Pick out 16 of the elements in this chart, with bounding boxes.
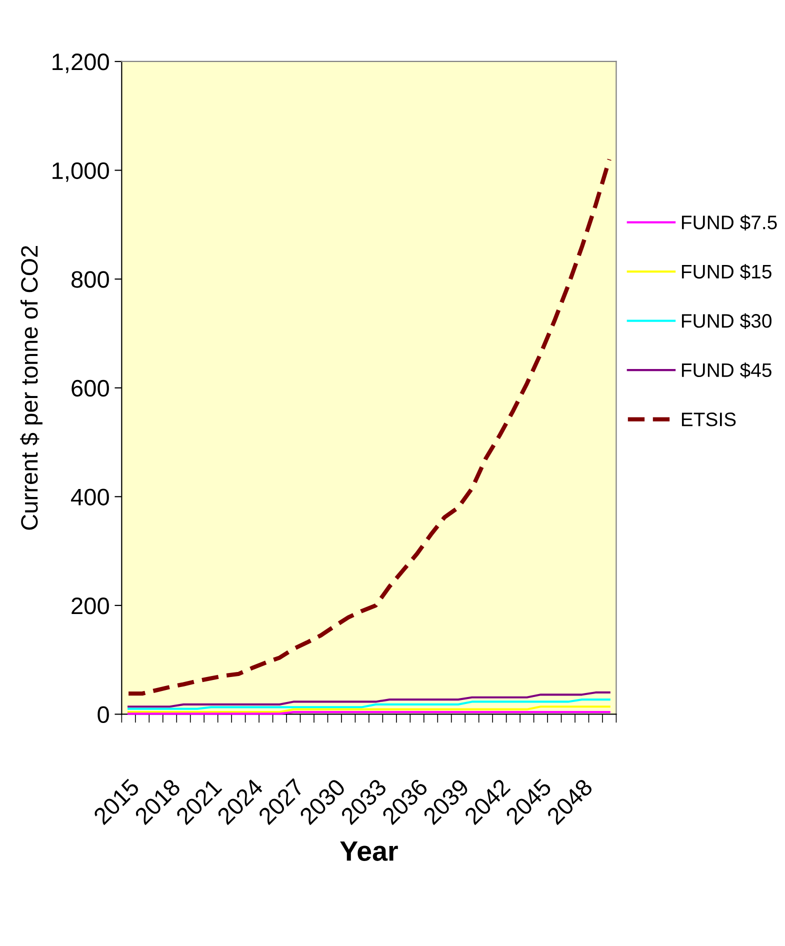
y-tick-label: 1,000 — [52, 162, 109, 182]
line-series — [128, 698, 610, 710]
legend-label: FUND $7.5 — [682, 214, 777, 230]
y-tick-label: 1,200 — [52, 54, 109, 74]
line-series — [128, 691, 610, 708]
y-tick-label: 200 — [72, 598, 109, 614]
y-tick-label: 800 — [72, 271, 109, 288]
legend-label: ETSIS — [682, 412, 736, 426]
y-tick-label: 0 — [98, 706, 109, 724]
x-axis-title: Year — [340, 842, 398, 861]
y-axis-title: Current $ per tonne of CO2 — [20, 246, 42, 530]
y-tick-label: 600 — [72, 380, 109, 397]
y-tick-label: 400 — [71, 488, 109, 506]
legend-label: FUND $15 — [682, 264, 772, 280]
legend-label: FUND $30 — [682, 313, 772, 329]
legend-label: FUND $45 — [682, 362, 772, 378]
